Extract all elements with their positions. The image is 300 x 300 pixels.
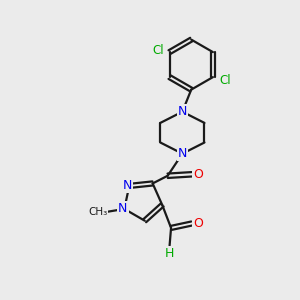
Text: N: N — [178, 147, 187, 160]
Text: O: O — [193, 217, 203, 230]
Text: O: O — [194, 168, 203, 181]
Text: Cl: Cl — [220, 74, 231, 87]
Text: Cl: Cl — [152, 44, 164, 57]
Text: N: N — [123, 179, 133, 192]
Text: CH₃: CH₃ — [88, 207, 107, 217]
Text: N: N — [178, 105, 187, 118]
Text: H: H — [165, 247, 174, 260]
Text: N: N — [118, 202, 128, 215]
